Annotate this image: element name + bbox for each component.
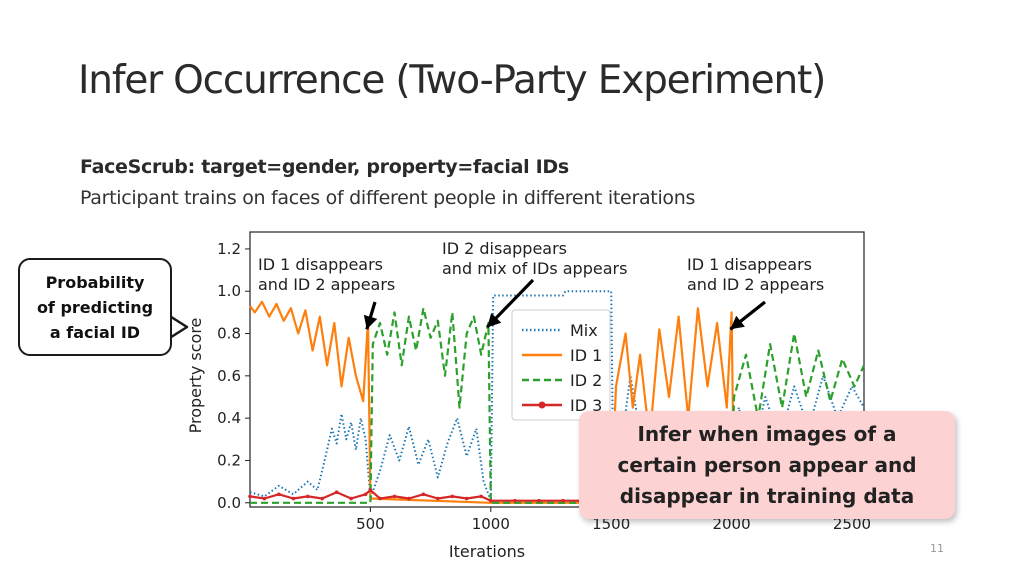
y-tick-label: 0.4 bbox=[217, 409, 241, 427]
legend-box bbox=[511, 309, 611, 421]
x-tick-label: 2000 bbox=[712, 515, 750, 533]
x-tick-label: 2500 bbox=[833, 515, 871, 533]
series-point-id-3 bbox=[392, 494, 397, 499]
x-tick-label: 1000 bbox=[472, 515, 510, 533]
series-point-id-3 bbox=[291, 496, 296, 501]
y-tick-label: 1.2 bbox=[217, 240, 241, 258]
legend-marker bbox=[538, 401, 546, 409]
annotation-arrowhead bbox=[730, 315, 745, 330]
series-point-id-3 bbox=[334, 490, 339, 494]
series-point-id-3 bbox=[561, 498, 565, 503]
annotation-text: ID 1 disappears and ID 2 appears bbox=[687, 255, 824, 294]
series-point-id-3 bbox=[436, 496, 440, 501]
y-axis-label: Property score bbox=[186, 318, 205, 434]
series-point-id-3 bbox=[421, 492, 426, 497]
series-point-id-3 bbox=[320, 496, 325, 501]
legend-label: Mix bbox=[570, 321, 598, 340]
annotation-text: ID 2 disappears and mix of IDs appears bbox=[442, 239, 627, 278]
x-tick-label: 1500 bbox=[592, 515, 630, 533]
series-point-id-3 bbox=[513, 498, 517, 503]
probability-callout: Probability of predicting a facial ID bbox=[18, 258, 172, 356]
series-point-id-3 bbox=[407, 496, 411, 501]
annotation-arrowhead bbox=[487, 312, 502, 328]
series-point-id-3 bbox=[349, 496, 353, 501]
annotation-arrowhead bbox=[363, 314, 378, 330]
series-point-id-3 bbox=[277, 492, 281, 497]
series-point-id-3 bbox=[537, 498, 541, 503]
series-point-id-3 bbox=[262, 496, 267, 501]
slide-title: Infer Occurrence (Two-Party Experiment) bbox=[78, 58, 826, 103]
y-tick-label: 0.6 bbox=[217, 367, 241, 385]
series-point-id-3 bbox=[305, 494, 310, 499]
series-point-id-3 bbox=[378, 496, 382, 501]
series-point-id-3 bbox=[464, 496, 469, 501]
legend-label: ID 3 bbox=[570, 396, 602, 415]
slide-subheading: FaceScrub: target=gender, property=facia… bbox=[80, 156, 569, 178]
series-point-id-3 bbox=[248, 494, 252, 499]
y-tick-label: 0.2 bbox=[217, 451, 241, 469]
legend-label: ID 2 bbox=[570, 371, 602, 390]
series-point-id-3 bbox=[479, 494, 483, 499]
y-tick-label: 0.8 bbox=[217, 325, 241, 343]
annotation-text: ID 1 disappears and ID 2 appears bbox=[258, 255, 395, 294]
y-tick-label: 0.0 bbox=[217, 494, 241, 512]
legend-label: ID 1 bbox=[570, 346, 602, 365]
y-tick-label: 1.0 bbox=[217, 282, 241, 300]
series-point-id-3 bbox=[363, 492, 368, 497]
page-number: 11 bbox=[930, 542, 944, 555]
series-point-id-3 bbox=[488, 498, 493, 503]
series-line-id-2 bbox=[250, 307, 866, 504]
x-axis-label: Iterations bbox=[449, 542, 525, 561]
slide-subtext: Participant trains on faces of different… bbox=[80, 187, 696, 209]
series-point-id-3 bbox=[450, 494, 455, 499]
series-point-id-3 bbox=[368, 488, 373, 492]
x-tick-label: 500 bbox=[356, 515, 385, 533]
inference-callout: Infer when images of a certain person ap… bbox=[579, 411, 955, 519]
